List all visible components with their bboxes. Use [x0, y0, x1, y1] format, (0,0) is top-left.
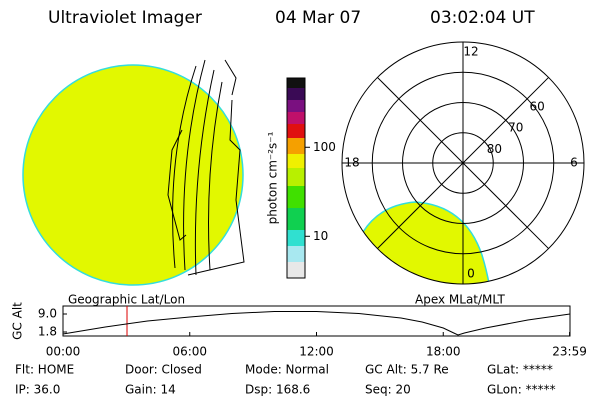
status-field: GC Alt: 5.7 Re: [365, 363, 449, 377]
status-field: Dsp: 168.6: [245, 383, 310, 397]
y-axis-label: GC Alt: [11, 302, 25, 340]
y-tick-label: 9.0: [38, 307, 57, 321]
polar-ring-label: 70: [508, 121, 523, 135]
colorbar: [286, 77, 306, 279]
title: Ultraviolet Imager: [48, 8, 202, 28]
polar-spoke: [377, 77, 549, 249]
x-tick-label: 06:00: [172, 345, 207, 359]
polar-ring-label: 60: [530, 99, 545, 113]
x-tick-label: 23:59: [552, 345, 587, 359]
status-field: GLat: *****: [487, 363, 553, 377]
geographic-image: [22, 59, 245, 286]
status-field: Seq: 20: [365, 383, 411, 397]
x-tick-label: 12:00: [299, 345, 334, 359]
polar-hour-label: 18: [344, 156, 359, 170]
status-field: Door: Closed: [125, 363, 202, 377]
x-tick-label: 00:00: [46, 345, 81, 359]
status-field: IP: 36.0: [15, 383, 60, 397]
status-field: GLon: *****: [487, 383, 556, 397]
status-field: Flt: HOME: [15, 363, 74, 377]
altitude-line: [62, 311, 571, 336]
left-label: Geographic Lat/Lon: [68, 293, 185, 307]
polar-hour-label: 0: [467, 267, 475, 281]
polar-ring-label: 80: [487, 142, 502, 156]
colorbar-label: photon cm⁻²s⁻¹: [266, 131, 280, 224]
polar-hour-label: 12: [463, 45, 478, 59]
right-label: Apex MLat/MLT: [415, 293, 505, 307]
date: 04 Mar 07: [275, 8, 361, 28]
polar-hour-label: 6: [570, 156, 578, 170]
colorbar-tick-label: 100: [313, 140, 336, 154]
status-field: Gain: 14: [125, 383, 176, 397]
y-tick-label: 1.8: [38, 325, 57, 339]
strip-frame: [62, 305, 571, 337]
status-field: Mode: Normal: [245, 363, 329, 377]
colorbar-tick-label: 10: [313, 229, 328, 243]
x-tick-label: 18:00: [426, 345, 461, 359]
time: 03:02:04 UT: [430, 8, 535, 28]
